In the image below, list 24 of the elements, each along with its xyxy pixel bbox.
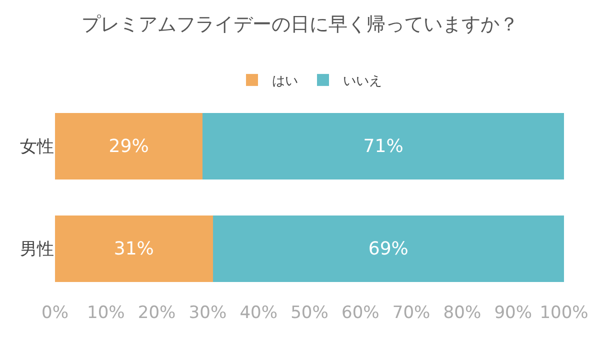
x-tick-label: 10%	[87, 303, 125, 323]
bar	[55, 215, 213, 282]
x-tick-label: 60%	[342, 303, 380, 323]
x-tick-label: 50%	[290, 303, 328, 323]
data-label: 71%	[363, 136, 404, 157]
y-tick-label: 男性	[20, 240, 54, 260]
bar	[212, 215, 564, 282]
x-tick-label: 80%	[443, 303, 482, 323]
legend-label: はい	[272, 74, 298, 90]
x-tick-label: 40%	[240, 303, 278, 323]
x-tick-label: 70%	[392, 303, 430, 323]
y-tick-label: 女性	[20, 137, 54, 158]
bar	[202, 112, 564, 180]
x-tick-label: 0%	[42, 303, 68, 323]
x-tick-label: 20%	[138, 303, 176, 323]
bar	[55, 112, 203, 180]
data-label: 69%	[368, 238, 408, 260]
chart-title: プレミアムフライデーの日に早く帰っていますか？	[82, 13, 518, 36]
data-label: 29%	[108, 136, 149, 157]
x-tick-label: 90%	[494, 303, 532, 323]
x-tick-label: 30%	[188, 303, 227, 323]
x-tick-label: 100%	[540, 303, 588, 323]
legend-label: いいえ	[343, 74, 382, 90]
data-label: 31%	[114, 238, 154, 260]
